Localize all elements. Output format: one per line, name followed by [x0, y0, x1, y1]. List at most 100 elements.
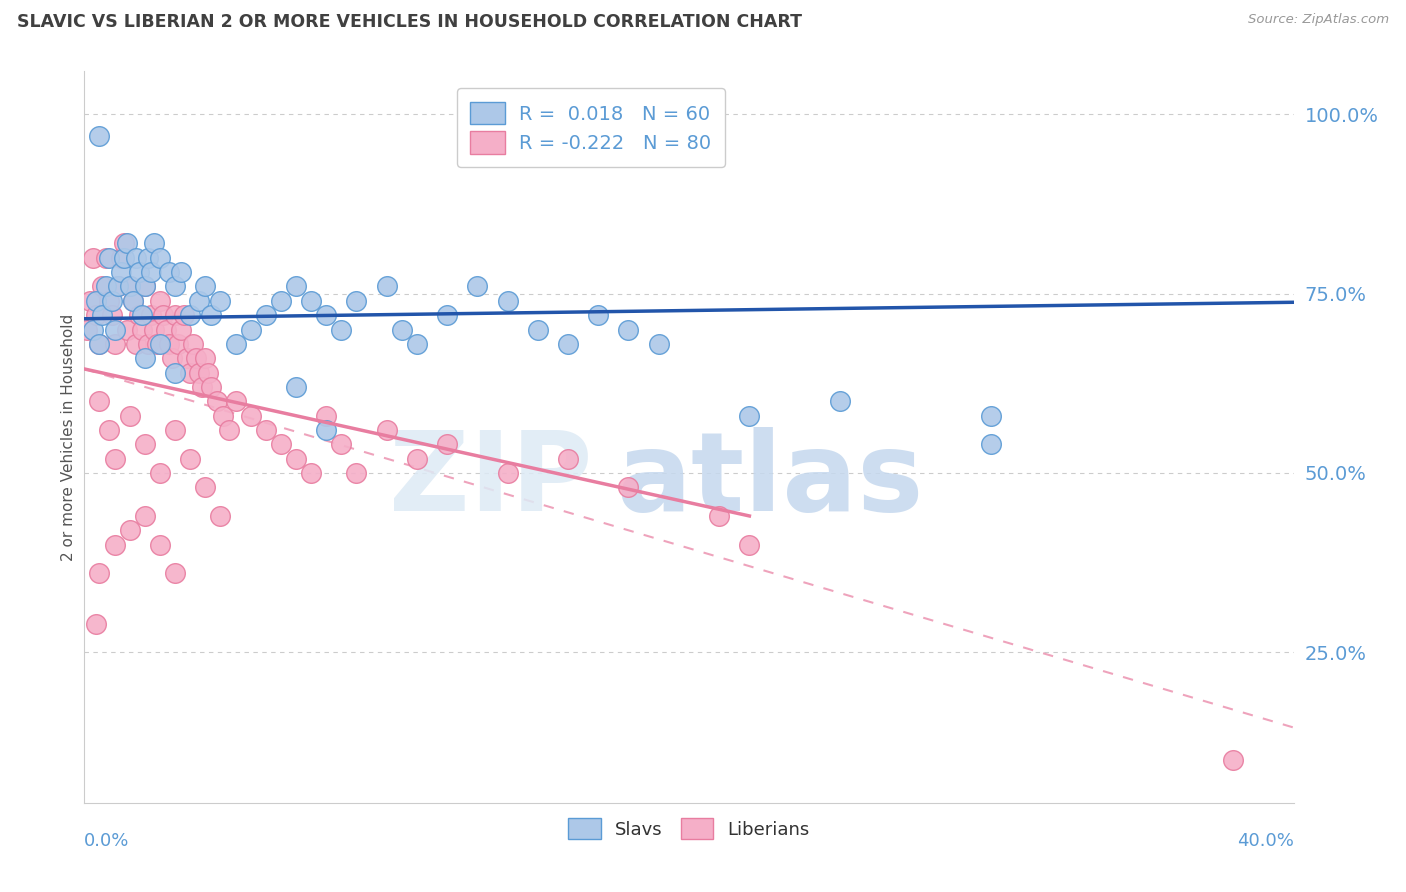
Point [134, 279, 156, 293]
Point [980, 409, 1002, 423]
Point [82, 322, 104, 336]
Point [125, 336, 148, 351]
Point [165, 423, 187, 437]
Point [496, 293, 519, 308]
Point [173, 308, 195, 322]
Point [149, 336, 172, 351]
Point [496, 466, 519, 480]
Point [110, 251, 132, 265]
Point [104, 322, 127, 336]
Point [225, 394, 247, 409]
Point [100, 293, 122, 308]
Point [209, 508, 232, 523]
Point [709, 508, 731, 523]
Point [160, 351, 183, 366]
Point [188, 293, 211, 308]
Point [179, 308, 201, 322]
Point [157, 336, 180, 351]
Point [270, 293, 292, 308]
Point [181, 336, 204, 351]
Point [89, 336, 111, 351]
Point [104, 336, 127, 351]
Point [617, 480, 640, 494]
Point [527, 322, 550, 336]
Point [121, 293, 143, 308]
Point [79, 293, 101, 308]
Point [104, 538, 127, 552]
Point [194, 480, 217, 494]
Point [391, 322, 413, 336]
Point [254, 308, 277, 322]
Point [152, 308, 174, 322]
Point [107, 279, 129, 293]
Point [315, 423, 337, 437]
Point [209, 293, 232, 308]
Text: 40.0%: 40.0% [1237, 832, 1294, 850]
Point [186, 351, 208, 366]
Point [239, 322, 262, 336]
Point [285, 279, 308, 293]
Point [191, 380, 214, 394]
Point [557, 336, 579, 351]
Point [406, 451, 429, 466]
Point [89, 336, 111, 351]
Point [125, 251, 148, 265]
Point [346, 466, 368, 480]
Point [134, 351, 156, 366]
Point [118, 279, 141, 293]
Point [139, 308, 162, 322]
Point [107, 279, 129, 293]
Point [157, 265, 180, 279]
Point [131, 308, 153, 322]
Point [170, 322, 193, 336]
Point [134, 279, 156, 293]
Point [89, 128, 111, 143]
Point [86, 616, 108, 631]
Point [980, 437, 1002, 451]
Text: atlas: atlas [616, 427, 924, 534]
Point [97, 423, 120, 437]
Point [299, 466, 322, 480]
Point [179, 366, 201, 380]
Point [100, 308, 122, 322]
Point [285, 380, 308, 394]
Point [128, 308, 150, 322]
Point [738, 538, 761, 552]
Point [165, 308, 187, 322]
Point [94, 251, 117, 265]
Point [179, 451, 201, 466]
Point [142, 236, 165, 251]
Point [89, 566, 111, 581]
Point [118, 279, 141, 293]
Point [557, 451, 579, 466]
Point [200, 380, 222, 394]
Point [648, 336, 671, 351]
Point [112, 251, 135, 265]
Point [86, 293, 108, 308]
Point [406, 336, 429, 351]
Point [91, 279, 114, 293]
Point [176, 351, 198, 366]
Point [239, 409, 262, 423]
Point [436, 308, 458, 322]
Point [194, 351, 217, 366]
Point [146, 336, 169, 351]
Point [197, 366, 219, 380]
Point [139, 265, 162, 279]
Point [97, 293, 120, 308]
Point [121, 293, 143, 308]
Text: Source: ZipAtlas.com: Source: ZipAtlas.com [1249, 13, 1389, 27]
Point [94, 279, 117, 293]
Point [165, 366, 187, 380]
Point [136, 251, 159, 265]
Point [375, 423, 398, 437]
Point [167, 336, 190, 351]
Text: 0.0%: 0.0% [84, 832, 129, 850]
Point [155, 322, 177, 336]
Point [218, 423, 240, 437]
Point [115, 236, 138, 251]
Point [149, 538, 172, 552]
Point [165, 279, 187, 293]
Point [76, 322, 98, 336]
Point [134, 508, 156, 523]
